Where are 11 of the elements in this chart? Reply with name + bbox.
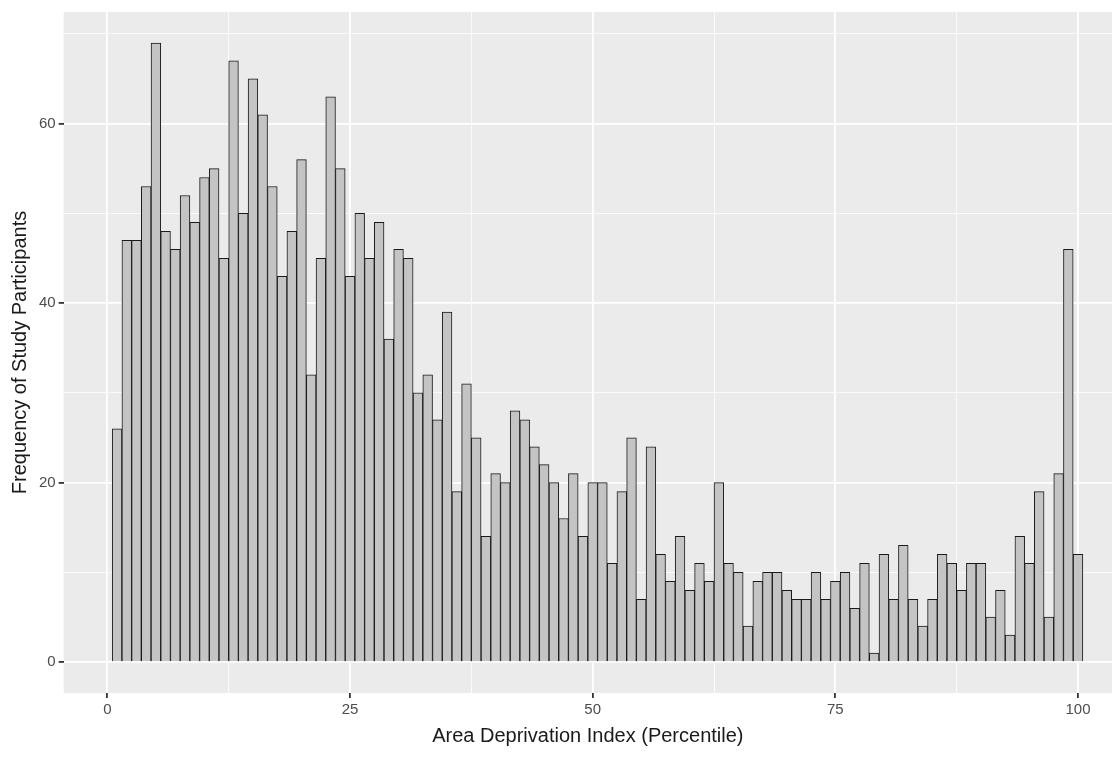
y-tick-label: 40: [39, 293, 56, 311]
y-tick-label: 60: [39, 113, 56, 131]
x-tick-label: 100: [1065, 700, 1091, 718]
y-axis-title: Frequency of Study Participants: [7, 210, 30, 495]
x-tick-label: 25: [341, 700, 359, 718]
x-tick-label: 0: [103, 700, 112, 718]
x-axis-title: Area Deprivation Index (Percentile): [432, 723, 744, 746]
x-tick-label: 50: [584, 700, 602, 718]
x-tick-label: 75: [827, 700, 844, 718]
y-tick-label: 0: [47, 652, 56, 670]
y-tick-label: 20: [39, 472, 56, 490]
